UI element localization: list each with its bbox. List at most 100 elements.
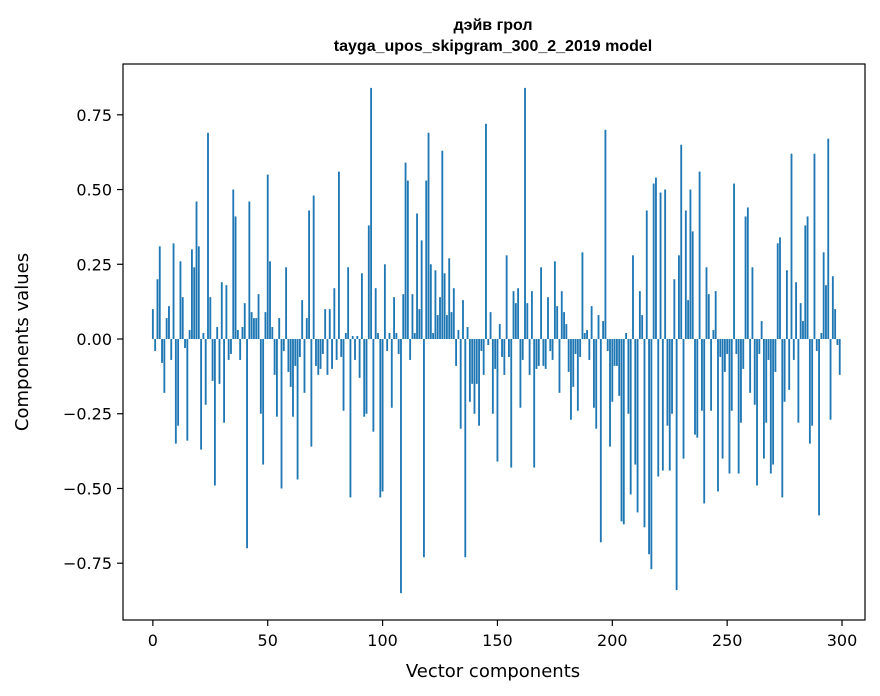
bar [156, 279, 159, 340]
bar [482, 339, 485, 375]
bar [581, 252, 584, 340]
x-axis: 0 50 100 150 200 250 300 [148, 620, 857, 650]
bar [259, 339, 262, 414]
bar [179, 261, 182, 340]
bar [305, 318, 308, 340]
bar [432, 333, 435, 340]
bar [310, 339, 313, 447]
plot-frame [122, 63, 866, 621]
bar [273, 339, 276, 375]
bar [717, 339, 719, 492]
bar [595, 339, 598, 429]
bar [719, 339, 722, 357]
bar [480, 339, 483, 351]
bar [560, 291, 563, 340]
bar [632, 255, 634, 340]
bar [335, 339, 338, 360]
bar [303, 339, 306, 393]
bar [328, 309, 331, 340]
bar [264, 312, 267, 340]
bar [742, 339, 745, 369]
bar [181, 297, 184, 340]
bar [420, 240, 423, 340]
bar [218, 339, 221, 384]
bar [698, 171, 701, 340]
bar [365, 339, 368, 414]
bar [381, 339, 384, 492]
bar [301, 300, 304, 340]
bar [296, 339, 299, 480]
bar [186, 339, 189, 441]
bar [315, 339, 317, 366]
bar [723, 339, 726, 372]
bar [822, 252, 825, 340]
bar [636, 339, 639, 513]
bar [411, 294, 414, 340]
bar [223, 339, 225, 423]
bar [753, 339, 756, 405]
chart-title: дэйв грол [453, 17, 532, 34]
bar [576, 339, 579, 411]
bar [634, 339, 637, 465]
bar [239, 339, 242, 360]
bar [838, 339, 841, 375]
bar [834, 309, 837, 340]
bar [489, 312, 492, 340]
bar [459, 339, 462, 429]
y-tick-label: −0.25 [63, 405, 112, 424]
bar [769, 339, 772, 474]
bar [767, 339, 770, 360]
bar [485, 123, 487, 340]
bar [413, 333, 416, 340]
bar [802, 321, 804, 340]
bar [661, 339, 664, 471]
bar [319, 339, 322, 369]
bar [712, 330, 715, 340]
bar [429, 264, 432, 340]
bar [737, 339, 740, 474]
bar [648, 339, 650, 555]
bar [678, 255, 680, 340]
bar [321, 339, 324, 354]
bar [360, 273, 363, 340]
bar [730, 339, 733, 411]
bar [811, 339, 814, 426]
bar [455, 339, 458, 366]
bar [379, 339, 382, 498]
bar [168, 306, 170, 340]
bar [556, 306, 559, 340]
bar [517, 288, 520, 340]
bar [409, 339, 412, 360]
bar [393, 297, 395, 340]
bar [535, 339, 538, 369]
bar [356, 336, 359, 340]
bar [593, 339, 595, 408]
bar [565, 324, 568, 340]
bar [200, 339, 203, 450]
bar [544, 339, 547, 369]
bar [618, 339, 621, 396]
y-tick-label: 0.50 [76, 181, 112, 200]
x-tick-label: 50 [258, 631, 278, 650]
bar [416, 213, 418, 340]
bar [475, 339, 478, 384]
bar [340, 339, 343, 357]
bar [280, 339, 283, 489]
bar [825, 285, 827, 340]
bar [659, 192, 662, 340]
bar [611, 339, 614, 402]
bar [590, 306, 593, 340]
bar [650, 339, 653, 570]
bar [406, 180, 409, 340]
bar [820, 333, 823, 340]
y-tick-label: 0.75 [76, 106, 112, 125]
bar [390, 339, 393, 408]
bar [165, 318, 168, 340]
bar [671, 339, 673, 414]
bar [202, 333, 205, 340]
bar [655, 177, 657, 340]
bar [154, 339, 157, 351]
bar [680, 144, 683, 340]
y-axis-label: Components values [12, 253, 33, 431]
bar [774, 339, 777, 372]
